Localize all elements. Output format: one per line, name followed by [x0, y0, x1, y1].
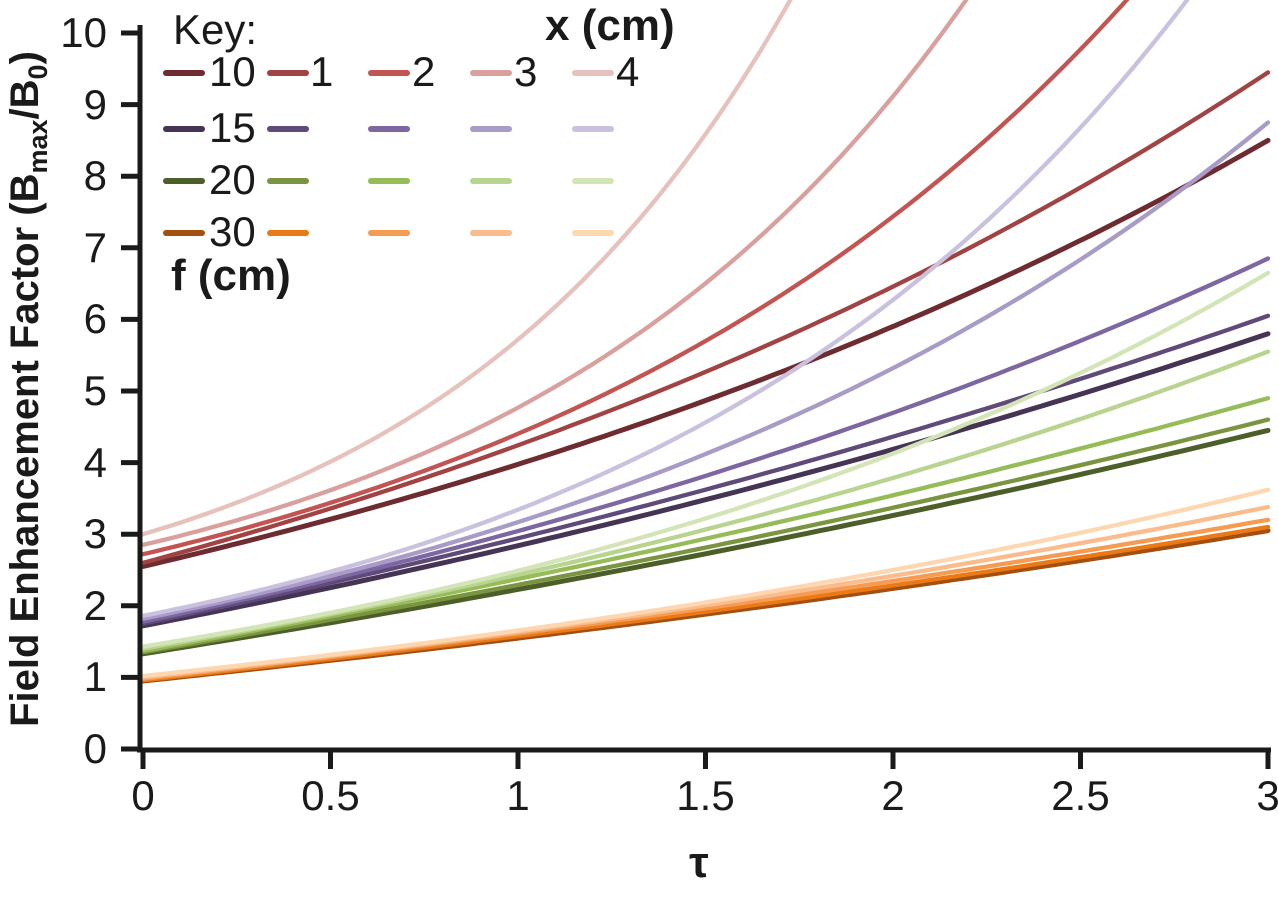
y-tick-label-2: 2: [83, 581, 107, 629]
legend-swatch-f15-x4: [572, 126, 614, 132]
curve-f10-x2: [140, 0, 1130, 557]
legend-key-label: Key:: [173, 6, 258, 53]
y-tick-label-3: 3: [83, 510, 107, 558]
y-tick-label-10: 10: [60, 9, 107, 56]
y-tick-label-5: 5: [83, 367, 107, 414]
legend-swatch-f20-x3: [470, 178, 512, 184]
y-axis-title-sub-zero: 0: [23, 64, 53, 80]
curve-f20-x4: [140, 270, 1271, 649]
curve-f15-x3: [140, 120, 1271, 621]
legend-swatch-f15-x1: [267, 126, 309, 132]
legend-x-value-1: 1: [310, 48, 334, 95]
legend-swatch-f15-x3: [470, 126, 512, 132]
legend-swatch-f10-ref: [163, 70, 205, 76]
legend-x-value-2: 2: [412, 48, 436, 95]
legend-swatch-f30-x3: [470, 230, 512, 236]
x-axis-title: τ: [689, 838, 709, 887]
curve-f15-x1: [140, 313, 1271, 626]
legend-swatch-f20-x4: [572, 178, 614, 184]
legend-f-value-20: 20: [209, 156, 256, 203]
y-tick-label-6: 6: [83, 295, 107, 343]
legend-x-value-4: 4: [616, 48, 640, 95]
legend-swatch-f30-x1: [267, 230, 309, 236]
curve-f15-x4: [140, 0, 1190, 618]
x-tick-label-0.5: 0.5: [301, 772, 360, 819]
legend-swatch-f20-x1: [267, 178, 309, 184]
legend-swatch-f10-x2: [368, 70, 410, 76]
x-tick-label-0: 0: [131, 772, 155, 819]
curve-f10-x3: [140, 0, 969, 548]
legend-swatch-f30-x4: [572, 230, 614, 236]
legend-swatch-f30-x2: [368, 230, 410, 236]
legend-swatch-f10-x1: [267, 70, 309, 76]
legend-swatch-f15-x2: [368, 126, 410, 132]
curve-f20-ref: [140, 427, 1271, 657]
curve-f30-x4: [140, 487, 1271, 679]
x-tick-label-2: 2: [881, 772, 905, 819]
legend-swatch-f20-x2: [368, 178, 410, 184]
curve-f15-x2: [140, 256, 1271, 624]
y-tick-label-8: 8: [83, 152, 107, 200]
x-tick-label-1.5: 1.5: [676, 772, 735, 819]
legend-swatch-f10-x3: [470, 70, 512, 76]
y-tick-label-0: 0: [83, 725, 107, 772]
x-tick-label-2.5: 2.5: [1051, 772, 1110, 819]
legend-swatch-f20-ref: [163, 178, 205, 184]
curve-f10-x1: [140, 70, 1271, 565]
legend-x-header: x (cm): [545, 1, 675, 50]
y-tick-label-7: 7: [83, 223, 107, 271]
curve-f10-ref: [140, 137, 1271, 569]
y-tick-label-4: 4: [83, 438, 107, 486]
curve-f15-ref: [140, 331, 1271, 629]
legend-swatch-f30-ref: [163, 230, 205, 236]
curve-f20-x1: [140, 417, 1271, 655]
y-tick-label-1: 1: [83, 653, 107, 701]
legend-swatch-f10-x4: [572, 70, 614, 76]
legend-f-value-10: 10: [209, 48, 256, 95]
y-tick-label-9: 9: [83, 80, 107, 128]
x-tick-label-1: 1: [506, 772, 530, 819]
curve-f10-x4: [140, 0, 793, 537]
legend-f-value-30: 30: [209, 208, 256, 255]
legend-f-footer: f (cm): [171, 251, 291, 300]
legend-swatch-f15-ref: [163, 126, 205, 132]
x-tick-label-3: 3: [1256, 772, 1278, 819]
legend-f-value-15: 15: [209, 104, 256, 151]
legend-x-value-3: 3: [514, 48, 538, 95]
